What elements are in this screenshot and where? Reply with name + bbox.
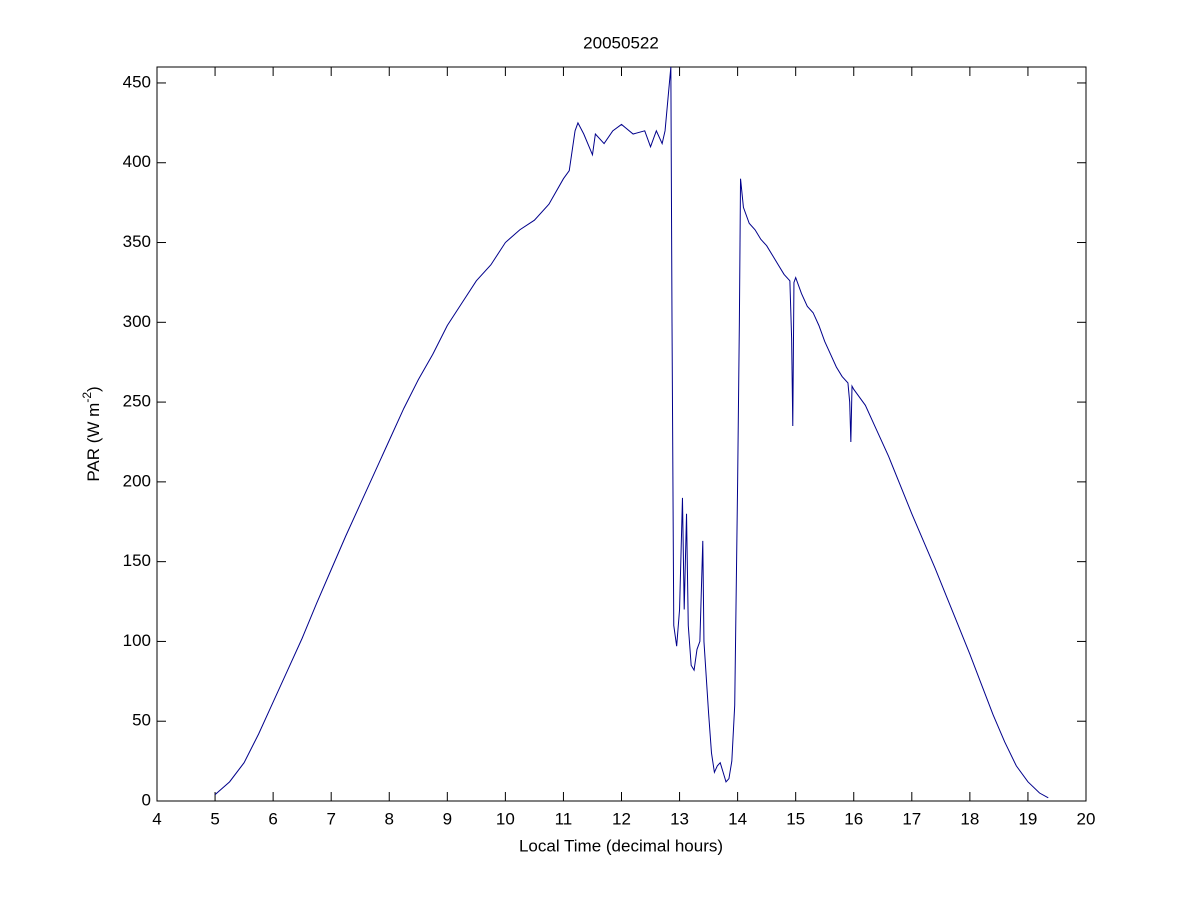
x-tick-label: 18 <box>960 809 979 828</box>
x-tick-label: 11 <box>555 809 573 828</box>
y-tick-label: 150 <box>123 551 151 570</box>
y-tick-label: 50 <box>132 711 151 730</box>
chart-title: 20050522 <box>583 33 659 52</box>
x-tick-label: 10 <box>496 809 515 828</box>
y-tick-label: 200 <box>123 471 151 490</box>
y-tick-label: 300 <box>123 312 151 331</box>
y-tick-label: 400 <box>123 152 151 171</box>
y-axis-label: PAR (W m-2) <box>80 386 103 481</box>
x-tick-label: 20 <box>1077 809 1096 828</box>
x-tick-label: 15 <box>786 809 805 828</box>
x-tick-label: 9 <box>443 809 452 828</box>
y-axis-label-text: ) <box>84 386 103 392</box>
x-tick-label: 4 <box>152 809 161 828</box>
x-tick-label: 19 <box>1018 809 1037 828</box>
x-tick-label: 17 <box>902 809 921 828</box>
y-axis-label-superscript: -2 <box>80 392 94 403</box>
x-tick-label: 5 <box>210 809 219 828</box>
y-tick-label: 450 <box>123 72 151 91</box>
y-axis-label-text: PAR (W m <box>84 403 103 482</box>
x-tick-label: 12 <box>612 809 631 828</box>
y-tick-label: 250 <box>123 392 151 411</box>
x-tick-label: 13 <box>670 809 689 828</box>
x-tick-label: 7 <box>326 809 335 828</box>
x-tick-label: 6 <box>268 809 277 828</box>
y-tick-label: 100 <box>123 631 151 650</box>
x-tick-label: 8 <box>385 809 394 828</box>
x-axis-label: Local Time (decimal hours) <box>519 836 723 855</box>
y-tick-label: 0 <box>142 790 151 809</box>
x-tick-label: 14 <box>728 809 747 828</box>
data-line <box>214 66 1049 799</box>
plot-frame <box>156 66 1087 802</box>
y-tick-label: 350 <box>123 232 151 251</box>
x-tick-label: 16 <box>844 809 863 828</box>
